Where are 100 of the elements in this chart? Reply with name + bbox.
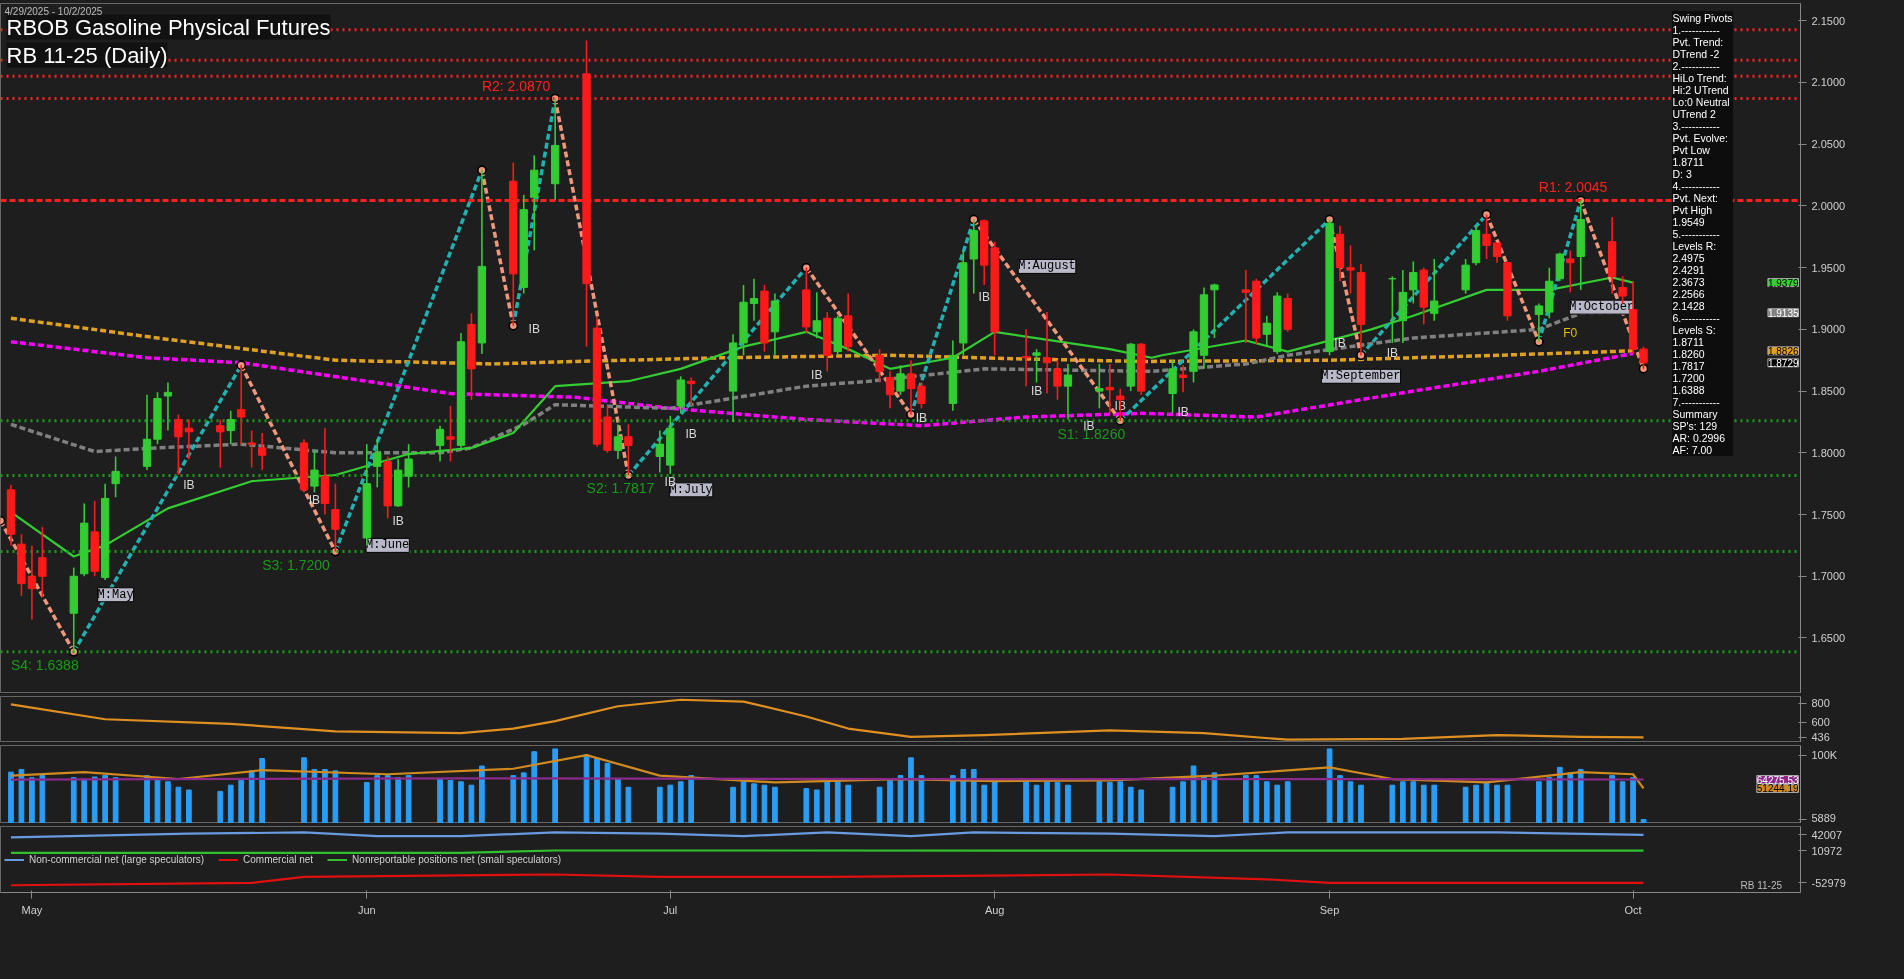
candlestick bbox=[613, 423, 623, 460]
candlestick bbox=[1095, 363, 1104, 410]
bar bbox=[1138, 789, 1145, 823]
y-tick-label: 2.1000 bbox=[1811, 76, 1846, 89]
bar bbox=[186, 789, 192, 823]
bar bbox=[1399, 781, 1406, 823]
bar bbox=[1630, 777, 1636, 823]
annotation: 64275.53 bbox=[1756, 774, 1799, 786]
bar bbox=[1483, 781, 1490, 823]
bar bbox=[18, 768, 25, 823]
candlestick bbox=[446, 405, 455, 463]
bar bbox=[677, 781, 684, 823]
candlestick bbox=[875, 348, 884, 384]
annotation: IB bbox=[811, 368, 823, 383]
bar bbox=[165, 781, 171, 823]
y-tick-label: 800 bbox=[1811, 697, 1830, 710]
bar bbox=[1410, 781, 1417, 823]
bar bbox=[1326, 748, 1333, 823]
annotation: IB bbox=[308, 492, 321, 507]
bar bbox=[949, 775, 956, 823]
annotation: 1.8826 bbox=[1767, 345, 1799, 357]
y-tick-label: 1.8000 bbox=[1811, 446, 1846, 459]
legend-label: Nonreportable positions net (small speculators) bbox=[352, 853, 562, 865]
bar bbox=[918, 775, 925, 823]
bar bbox=[761, 784, 768, 823]
bar bbox=[70, 777, 77, 823]
candlestick bbox=[812, 291, 821, 339]
bar bbox=[510, 775, 517, 823]
y-tick-label: 600 bbox=[1811, 716, 1830, 729]
bar bbox=[363, 781, 370, 823]
legend-label: Non-commercial net (large speculators) bbox=[29, 853, 205, 865]
annotation: S3: 1.7200 bbox=[262, 556, 331, 573]
bar bbox=[908, 757, 914, 823]
x-tick-label: Sep bbox=[1319, 903, 1340, 916]
candlestick bbox=[1105, 363, 1114, 415]
bar bbox=[876, 786, 883, 823]
annotation: IB bbox=[1386, 345, 1399, 360]
bar bbox=[1431, 784, 1438, 823]
candlestick bbox=[111, 455, 120, 499]
bar bbox=[227, 784, 234, 823]
bar bbox=[583, 754, 590, 823]
candlestick bbox=[1032, 348, 1041, 384]
text: Swing Pivots 1.----------- Pvt. Trend: DTrend -2 2.----------- HiLo Trend: Hi:2 UTrend Lo:0 Neutral UTrend 2 3.----------- Pvt. Evolve: Pvt Low 1.8711 D: 3 4.----------- Pvt. Next: Pvt High 1.9549 5.----------- Levels R: 2.4975 2.4291 2.3673 2.2566 2.1428 6.----------- Levels S: 1.8711 1.8260 1.7817 1.7200 1.6388 7.----------- Summary SP's: 129 AR: 0.2996 AF: 7.00 bbox=[1672, 11, 1733, 456]
annotation: R1: 2.0045 bbox=[1538, 179, 1608, 196]
bar bbox=[112, 777, 119, 823]
candlestick bbox=[247, 429, 256, 469]
bar bbox=[479, 765, 485, 823]
bar bbox=[1169, 786, 1176, 823]
bar bbox=[39, 775, 46, 823]
bar bbox=[1284, 781, 1291, 823]
y-tick-label: 2.0000 bbox=[1811, 199, 1846, 212]
annotation: IB bbox=[915, 411, 928, 426]
bar bbox=[1567, 772, 1574, 823]
bar bbox=[615, 778, 621, 823]
annotation: 1.9379 bbox=[1767, 277, 1799, 289]
candlestick bbox=[38, 526, 47, 599]
candlestick bbox=[687, 376, 696, 407]
bar bbox=[29, 777, 35, 823]
candlestick bbox=[184, 418, 194, 460]
bar bbox=[437, 778, 443, 823]
y-tick-label: 2.0500 bbox=[1811, 138, 1846, 151]
x-tick-label: Oct bbox=[1624, 903, 1642, 916]
annotation: 4/29/2025 - 10/2/2025 bbox=[4, 5, 103, 17]
bar bbox=[1253, 775, 1260, 823]
bar bbox=[803, 788, 810, 823]
annotation: 1.8729 bbox=[1767, 357, 1799, 369]
bar bbox=[1536, 781, 1542, 823]
candlestick bbox=[1042, 311, 1052, 395]
bar bbox=[897, 775, 904, 823]
bar bbox=[374, 775, 381, 823]
y-tick-label: 1.7500 bbox=[1811, 508, 1846, 521]
candlestick bbox=[1210, 282, 1219, 339]
bar bbox=[1117, 781, 1124, 823]
bar bbox=[102, 775, 109, 823]
line-series bbox=[9, 316, 1635, 366]
bar bbox=[238, 779, 245, 823]
bar bbox=[175, 786, 182, 823]
y-tick-label: 5889 bbox=[1811, 811, 1836, 824]
bar bbox=[834, 781, 841, 823]
bar bbox=[1044, 781, 1050, 823]
bar bbox=[1556, 766, 1563, 823]
bar bbox=[91, 776, 98, 823]
annotation: IB bbox=[392, 513, 404, 528]
candlestick bbox=[163, 381, 173, 432]
y-tick-label: 2.1500 bbox=[1811, 14, 1846, 27]
annotation: 51244.19 bbox=[1756, 783, 1799, 795]
candlestick bbox=[1409, 260, 1418, 305]
bar bbox=[887, 778, 893, 823]
bar bbox=[1023, 781, 1029, 823]
annotation: IB bbox=[183, 477, 195, 492]
candlestick bbox=[1053, 359, 1062, 401]
bar bbox=[1494, 784, 1500, 823]
bar bbox=[1201, 775, 1207, 823]
y-tick-label: 1.9000 bbox=[1811, 323, 1846, 336]
bar bbox=[813, 789, 820, 823]
bar bbox=[259, 758, 265, 823]
candlestick bbox=[917, 381, 926, 410]
bar bbox=[824, 781, 831, 823]
bar bbox=[1619, 781, 1626, 823]
candlestick bbox=[1241, 269, 1251, 344]
